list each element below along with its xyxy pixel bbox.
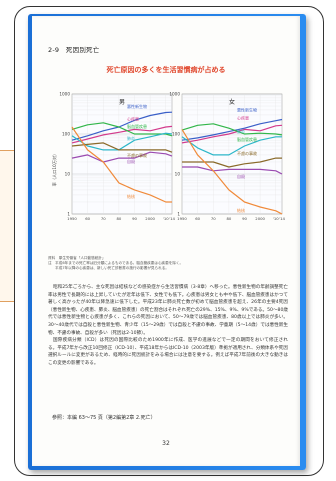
- y-tick-label: 1000: [59, 92, 70, 97]
- chart-shared-labels: 率（人口10万対）: [51, 152, 58, 187]
- reference-line: 参照：本編 63〜75 頁（第2編第2章 2.死亡）: [52, 415, 156, 421]
- series-line: [71, 151, 173, 163]
- x-tick-label: 2000: [145, 216, 155, 221]
- x-tick-label: '14: [279, 216, 285, 221]
- x-tick-label: 2000: [255, 216, 265, 221]
- series-line: [181, 118, 283, 141]
- note-line: 平成7年以降の心疾患は、新しい死亡診断書の施行の影響が見られる。: [48, 266, 169, 270]
- series-label: 結核: [127, 193, 135, 199]
- series-label: 脳血管疾患: [237, 136, 257, 142]
- x-tick-label: '10: [163, 216, 169, 221]
- series-label: 不慮の事故: [237, 150, 257, 156]
- y-tick-label: 100: [172, 132, 180, 137]
- series-line: [71, 142, 173, 153]
- series-label: 不慮の事故: [127, 152, 147, 158]
- series-line: [71, 126, 172, 203]
- series-label: 肺炎: [127, 135, 135, 141]
- x-tick-label: 70: [101, 216, 106, 221]
- series-label: 悪性新生物: [127, 103, 147, 109]
- x-tick-label: 90: [242, 216, 247, 221]
- page-number: 32: [162, 440, 170, 447]
- series-line: [182, 157, 282, 168]
- x-tick-label: 70: [211, 216, 216, 221]
- plot-area: [71, 93, 173, 215]
- note-line: 資料 厚生労働省「人口動態統計」: [48, 256, 106, 260]
- body-paragraph: 国際疾病分類（ICD）は死因の国際比較のため1900年に作成、医学の進展などで一…: [48, 338, 288, 366]
- section-title: 2-9 死因別死亡: [48, 46, 100, 54]
- panel-title: 女: [229, 98, 235, 106]
- series-line: [181, 136, 282, 156]
- x-tick-label: 60: [195, 216, 200, 221]
- series-line: [182, 166, 283, 175]
- body-text: 昭和25年ごろから、主な死因は結核などの感染症から生活習慣病（3-8章）へ移った…: [48, 284, 288, 368]
- plot-area: [181, 93, 283, 215]
- x-tick-label: 60: [85, 216, 90, 221]
- series-line: [181, 129, 283, 215]
- series-label: 心疾患: [127, 115, 139, 121]
- y-tick-label: 100: [62, 132, 70, 137]
- note-line: 注 平成6年までの死亡率は旧分類によるものである。脳血管疾患は心疾患を除く。: [48, 261, 184, 265]
- book-page: 2-9 死因別死亡 死亡原因の多くを生活習慣病が占める 男 1000 100 10 1 1…: [32, 16, 300, 466]
- series-label: 自殺: [237, 173, 245, 179]
- series-label: 脳血管疾患: [127, 123, 147, 129]
- series-label: 悪性新生物: [237, 107, 257, 113]
- series-line: [181, 123, 283, 136]
- body-paragraph: 昭和25年ごろから、主な死因は結核などの感染症から生活習慣病（3-8章）へ移った…: [48, 285, 288, 336]
- y-tick-label: 1000: [169, 92, 180, 97]
- x-tick-label: 80: [116, 216, 121, 221]
- x-tick-label: '14: [169, 216, 175, 221]
- y-tick-label: 10: [175, 172, 181, 177]
- panel-title: 男: [119, 99, 125, 106]
- series-label: 肺炎: [237, 128, 245, 134]
- figure-notes: 資料 厚生労働省「人口動態統計」 注 平成6年までの死亡率は旧分類によるものであ…: [48, 256, 288, 271]
- x-tick-label: 90: [132, 216, 137, 221]
- x-tick-label: 80: [226, 216, 231, 221]
- chart-title: 死亡原因の多くを生活習慣病が占める: [106, 66, 226, 74]
- x-tick-label: 1950: [67, 216, 77, 221]
- series-line: [71, 132, 173, 151]
- series-line: [71, 111, 173, 141]
- series-label: 心疾患: [237, 114, 249, 120]
- series-label: 自殺: [127, 158, 135, 164]
- y-tick-label: 1: [177, 212, 180, 217]
- series-label: 結核: [237, 207, 245, 213]
- x-tick-label: 1950: [177, 216, 187, 221]
- y-axis-label: 率（人口10万対）: [51, 152, 58, 187]
- y-tick-label: 1: [67, 212, 70, 217]
- y-tick-label: 10: [65, 172, 71, 177]
- x-tick-label: '10: [273, 216, 279, 221]
